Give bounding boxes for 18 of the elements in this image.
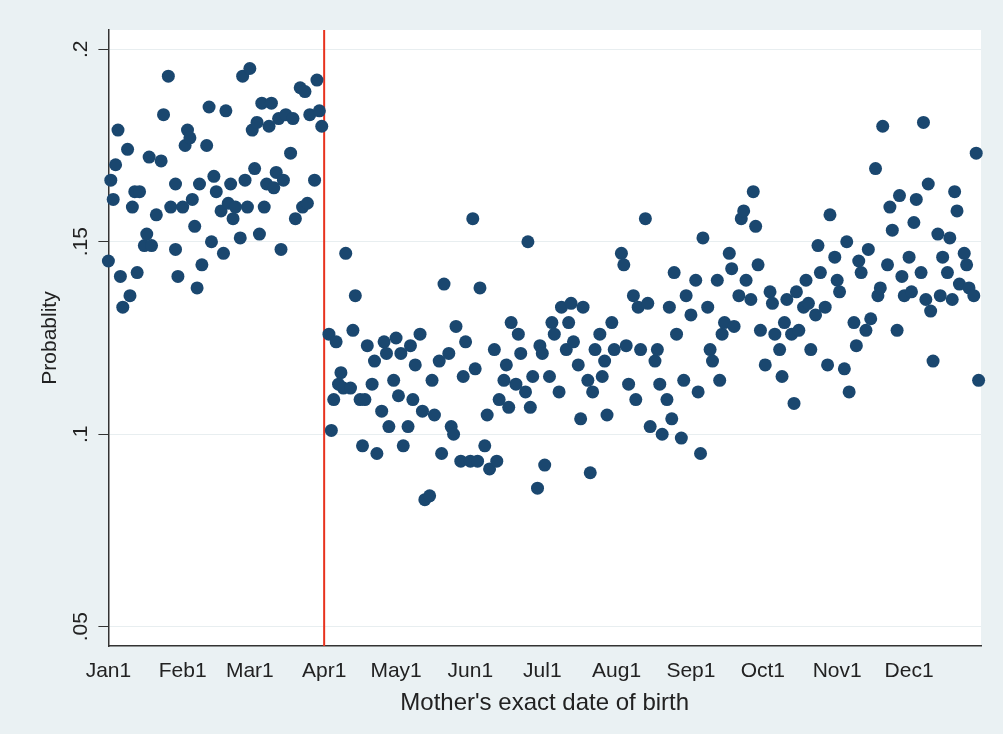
x-axis-title: Mother's exact date of birth [400,688,690,716]
x-tick-label: Dec1 [884,658,934,682]
x-tick-label: Nov1 [812,658,862,682]
x-tick-label: Jul1 [523,658,562,682]
x-tick-label: Oct1 [740,658,786,682]
x-tick-label: May1 [370,658,422,682]
y-tick-label: .2 [67,40,91,59]
y-axis-title: Probablity [37,290,61,385]
x-tick-label: Sep1 [666,658,716,682]
y-tick-label: .05 [67,612,91,642]
x-tick-label: Jun1 [447,658,494,682]
y-tick-label: .1 [67,425,91,444]
x-tick-label: Mar1 [225,658,274,682]
x-tick-label: Feb1 [158,658,207,682]
x-tick-label: Apr1 [301,658,347,682]
x-tick-label: Jan1 [85,658,132,682]
x-tick-label: Aug1 [592,658,642,682]
y-tick-label: .15 [67,227,91,257]
